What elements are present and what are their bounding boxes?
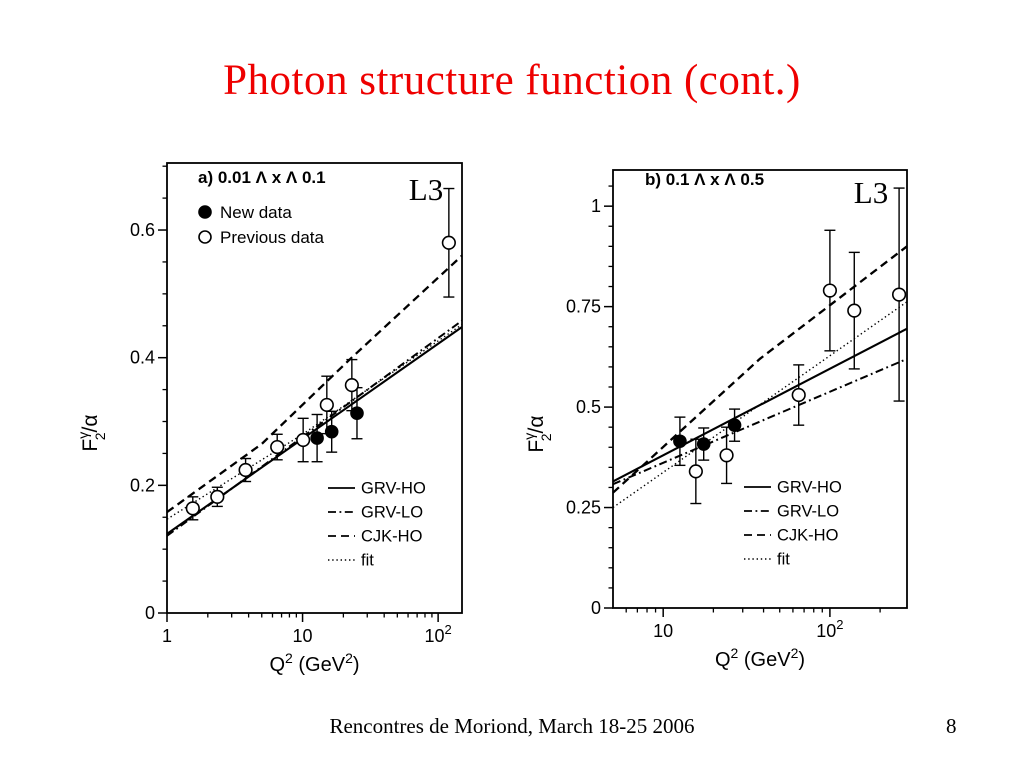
slide-title: Photon structure function (cont.) [223, 57, 801, 104]
y-tick-label: 0.75 [566, 297, 601, 317]
data-point-marker [185, 501, 200, 516]
data-point-marker [296, 432, 311, 448]
y-tick-label: 0.5 [576, 397, 601, 417]
data-point-marker [673, 434, 687, 449]
data-point-marker [696, 437, 711, 451]
y-axis: 0 0.25 0.5 0.75 1 [566, 185, 613, 618]
experiment-label: L3 [854, 175, 888, 210]
y-axis: 0 0.2 0.4 0.6 [130, 165, 167, 623]
y-tick-label: 0 [591, 598, 601, 618]
data-point-marker [310, 431, 324, 445]
y-axis-title: Fγ2/α [521, 415, 554, 452]
curve-cjk-ho [166, 254, 463, 514]
x-tick-label: 1 [162, 626, 172, 646]
y-tick-label: 0.25 [566, 498, 601, 518]
x-tick-label: 10 [653, 621, 673, 641]
y-tick-label: 0.6 [130, 220, 155, 240]
y-tick-label: 1 [591, 196, 601, 216]
curve-legend: GRV-HO GRV-LO CJK-HO fit [328, 480, 426, 570]
x-tick-label: 102 [816, 617, 843, 641]
data-point-marker [350, 406, 364, 421]
data-legend-label: New data [220, 203, 292, 222]
figure: 10 102 0 0.25 0.5 0.75 1 b) 0.1 Λ x Λ 0.5 L3 GRV-… [521, 169, 908, 671]
y-axis-title: Fγ2/α [75, 414, 108, 451]
panel-label: a) 0.01 Λ x Λ 0.1 [198, 168, 326, 187]
data-point-marker [210, 489, 225, 504]
chart-panel-a: 1 10 102 0 0.2 0.4 0.6 a) 0.01 Λ x Λ 0.1 L3 New d… [70, 150, 510, 720]
curve-legend-label: fit [361, 552, 374, 570]
curve-cjk-ho [612, 245, 908, 494]
x-axis-title: Q2 (GeV2) [715, 645, 805, 671]
curve-legend-label: GRV-HO [361, 480, 426, 498]
data-point-marker [822, 283, 838, 298]
y-tick-label: 0.2 [130, 475, 155, 495]
slide-footer: Rencontres de Moriond, March 18-25 2006 [0, 714, 1024, 739]
x-axis: 1 10 102 [162, 613, 452, 646]
figure: 1 10 102 0 0.2 0.4 0.6 a) 0.01 Λ x Λ 0.1 L3 New d… [75, 162, 463, 676]
plot-frame [166, 162, 463, 614]
curve-legend-label: CJK-HO [777, 527, 839, 545]
series-previous-data [185, 187, 456, 521]
data-legend: New data Previous data [198, 203, 324, 247]
series-new-data [673, 408, 742, 467]
y-tick-label: 0.4 [130, 348, 155, 368]
data-point-marker [791, 387, 806, 403]
curve-legend-label: GRV-LO [361, 504, 423, 522]
curve-legend-label: GRV-LO [777, 503, 839, 521]
experiment-label: L3 [409, 172, 443, 207]
chart-panel-b: 10 102 0 0.25 0.5 0.75 1 b) 0.1 Λ x Λ 0.5 L3 GRV-… [512, 150, 952, 720]
y-tick-label: 0 [145, 603, 155, 623]
curve-legend-label: GRV-HO [777, 479, 842, 497]
data-point-marker [719, 448, 734, 463]
series-new-data [310, 386, 364, 463]
x-tick-label: 102 [424, 622, 451, 646]
data-point-marker [238, 462, 253, 478]
data-point-marker [891, 287, 907, 302]
x-tick-label: 10 [293, 626, 313, 646]
x-axis: 10 102 [625, 608, 881, 641]
curve-legend: GRV-HO GRV-LO CJK-HO fit [744, 479, 842, 569]
data-point-marker [319, 397, 334, 413]
data-point-marker [847, 303, 862, 318]
filled-circle-icon [198, 205, 212, 219]
curve-fit [612, 301, 908, 509]
curve-grv-ho [612, 327, 908, 483]
curve-legend-label: fit [777, 551, 790, 569]
curve-grv-lo [612, 357, 908, 486]
data-point-marker [727, 418, 742, 432]
panel-label: b) 0.1 Λ x Λ 0.5 [645, 170, 764, 189]
data-legend-label: Previous data [220, 228, 324, 247]
data-point-marker [270, 439, 285, 455]
page-number: 8 [946, 714, 957, 738]
data-point-marker [344, 378, 359, 393]
plot-frame [612, 169, 908, 609]
x-axis-title: Q2 (GeV2) [269, 650, 359, 676]
open-circle-icon [198, 230, 212, 244]
data-point-marker [324, 424, 339, 439]
curve-legend-label: CJK-HO [361, 528, 423, 546]
data-point-marker [688, 464, 703, 479]
curve-grv-lo [166, 319, 463, 537]
data-point-marker [441, 235, 456, 250]
footer-text: Rencontres de Moriond, March 18-25 2006 [329, 714, 695, 738]
series-previous-data [688, 187, 907, 505]
